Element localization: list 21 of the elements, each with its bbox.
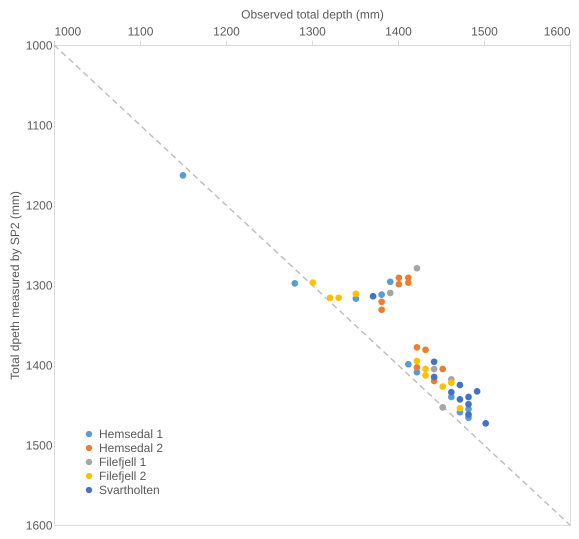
x-tick-label: 1400 <box>385 24 412 38</box>
x-tick-label: 1200 <box>213 24 240 38</box>
x-tick-label: 1300 <box>299 24 326 38</box>
y-tick-label: 1300 <box>26 278 53 292</box>
y-axis-title: Total dpeth measured by SP2 (mm) <box>8 191 22 380</box>
y-tick-label: 1100 <box>26 118 53 132</box>
y-tick-label: 1500 <box>26 438 53 452</box>
legend-label: Hemsedal 1 <box>99 427 164 441</box>
y-tick-label: 1600 <box>26 518 53 532</box>
y-tick-label: 1400 <box>26 358 53 372</box>
x-axis-title: Observed total depth (mm) <box>241 8 384 22</box>
legend-label: Filefjell 2 <box>99 469 147 483</box>
legend-label: Filefjell 1 <box>99 455 147 469</box>
y-tick-label: 1200 <box>26 198 53 212</box>
legend-label: Svartholten <box>99 483 160 497</box>
x-tick-label: 1100 <box>128 24 154 38</box>
y-tick-label: 1000 <box>26 38 53 52</box>
x-tick-label: 1000 <box>54 24 82 38</box>
x-tick-label: 1500 <box>471 24 498 38</box>
x-tick-label: 1600 <box>544 24 571 38</box>
legend-label: Hemsedal 2 <box>99 441 164 455</box>
